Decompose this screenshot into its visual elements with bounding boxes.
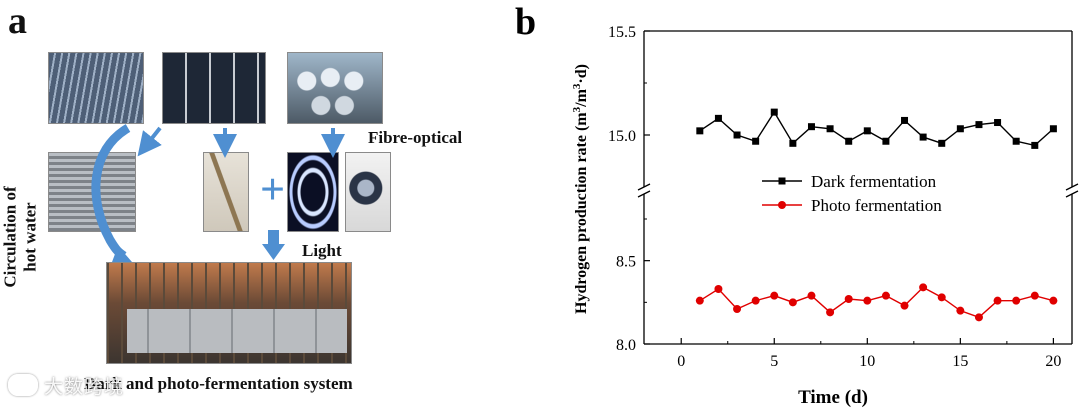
data-point-dark	[975, 121, 983, 129]
axis-break-mark	[1065, 190, 1079, 198]
light-label: Light	[302, 241, 342, 260]
legend-marker-square	[778, 177, 786, 185]
y-tick-label: 15.0	[608, 128, 636, 145]
heating-rod-photo	[203, 152, 249, 232]
plus-icon: +	[260, 165, 286, 214]
y-tick-label: 15.5	[608, 24, 636, 41]
data-point-photo	[993, 296, 1002, 305]
data-point-dark	[882, 137, 890, 145]
watermark-logo-icon	[8, 374, 38, 396]
panel-b-letter: b	[515, 1, 536, 43]
light-arrow-head-icon	[262, 244, 285, 260]
legend-label: Photo fermentation	[811, 196, 942, 215]
x-tick-label: 5	[770, 353, 778, 370]
data-point-photo	[733, 305, 742, 313]
data-point-dark	[807, 123, 815, 131]
hydrogen-rate-chart: b 0 5 10 15 20 15.0 15.5 8.0 8.5 Dark fermentati…	[515, 1, 1079, 408]
x-tick-label: 10	[859, 353, 875, 370]
arrow-head-icon	[112, 246, 132, 262]
data-point-photo	[919, 283, 928, 292]
data-point-photo	[900, 301, 909, 310]
data-point-dark	[1012, 137, 1020, 145]
data-point-dark	[770, 108, 778, 116]
data-point-dark	[789, 139, 797, 147]
data-point-photo	[844, 295, 853, 303]
data-point-photo	[956, 306, 965, 315]
legend-marker-circle	[778, 201, 786, 209]
x-tick-label: 15	[952, 353, 968, 370]
panel-a-schematic: a + Circulation of hot water Fibre-optic…	[0, 0, 520, 410]
data-point-dark	[845, 137, 853, 145]
legend-label: Dark fermentation	[811, 172, 937, 191]
data-point-dark	[994, 119, 1002, 127]
data-point-dark	[714, 114, 722, 122]
data-point-photo	[788, 298, 797, 307]
data-point-photo	[751, 296, 760, 305]
fibre-optic-coil-photo	[287, 152, 339, 232]
flow-arrows	[91, 124, 345, 262]
watermark: 大数跨境	[8, 372, 124, 399]
data-point-photo	[1012, 296, 1021, 305]
axis-break-mark	[1065, 183, 1079, 191]
circulation-label-line-1: Circulation of	[0, 186, 20, 288]
fermentation-system-photo	[106, 262, 352, 364]
data-point-dark	[863, 127, 871, 135]
data-point-dark	[733, 131, 741, 139]
circulation-label-line-2: hot water	[20, 202, 40, 272]
data-point-photo	[937, 293, 946, 302]
data-point-dark	[752, 137, 760, 145]
y-tick-label: 8.5	[616, 254, 636, 271]
curved-arrow-icon	[91, 124, 131, 260]
fibre-optic-cable-photo	[345, 152, 391, 232]
data-point-photo	[974, 313, 983, 322]
data-point-dark	[826, 125, 834, 133]
y-axis-label: Hydrogen production rate (m3/m3·d)	[571, 64, 590, 314]
axis-break-mark	[637, 183, 651, 191]
axis-break-mark	[637, 190, 651, 198]
data-point-photo	[881, 291, 890, 300]
solar-collector-photo-1	[48, 52, 144, 124]
system-label: Dark and photo-fermentation system	[84, 374, 353, 393]
data-point-dark	[1049, 125, 1057, 133]
x-tick-label: 0	[677, 353, 685, 370]
data-point-dark	[919, 133, 927, 141]
data-point-photo	[714, 285, 723, 293]
fibre-optical-label: Fibre-optical	[368, 128, 463, 147]
light-arrow-shaft	[268, 230, 279, 244]
x-tick-label: 20	[1045, 353, 1061, 370]
panel-a-letter: a	[8, 0, 27, 42]
x-axis-label: Time (d)	[798, 387, 868, 408]
axes: 0 5 10 15 20 15.0 15.5 8.0 8.5	[608, 24, 1079, 370]
data-point-dark	[901, 116, 909, 124]
legend: Dark fermentation Photo fermentation	[762, 172, 942, 215]
data-point-photo	[695, 296, 704, 305]
data-point-dark	[956, 125, 964, 133]
data-point-photo	[770, 291, 779, 300]
data-point-photo	[1030, 291, 1039, 300]
data-point-photo	[826, 308, 835, 317]
data-point-dark	[938, 139, 946, 147]
data-point-dark	[1031, 141, 1039, 149]
y-tick-label: 8.0	[616, 337, 636, 354]
data-point-dark	[696, 127, 704, 135]
data-point-photo	[1049, 296, 1058, 305]
solar-panel-photo	[162, 52, 266, 124]
data-point-photo	[807, 291, 816, 300]
data-point-photo	[863, 296, 872, 305]
series-layer	[695, 108, 1058, 322]
sunlight-concentrator-photo	[287, 52, 383, 124]
down-left-arrow-icon	[137, 126, 162, 157]
